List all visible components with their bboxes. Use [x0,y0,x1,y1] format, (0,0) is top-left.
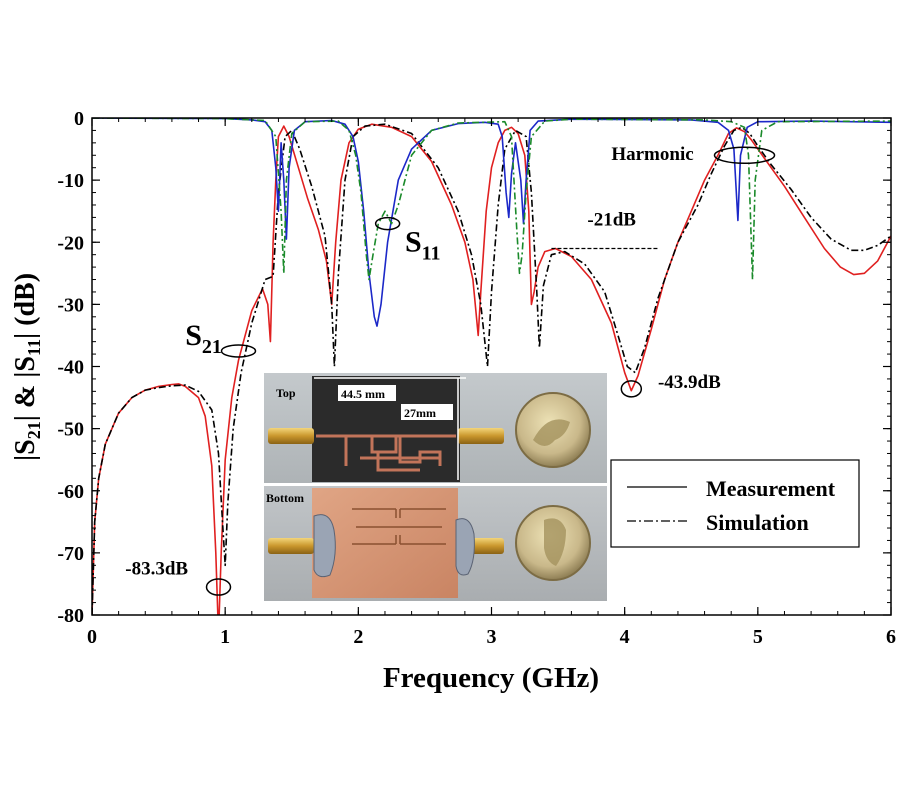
width-dimension-label: 27mm [404,406,436,420]
series-line-3 [92,118,891,281]
y-tick-label: 0 [74,108,84,130]
y-label-sub11: 11 [24,339,44,356]
series-line-2 [92,118,891,327]
annotation-s11-label: S11 [405,226,441,265]
ellipse-min-left [205,578,232,596]
ellipse-harmonic [713,146,776,165]
bottom-left-connector [268,538,314,554]
annotation-s21-label: S21 [185,319,222,358]
annotation-harmonic: Harmonic [611,144,693,165]
x-tick-label: 4 [620,626,630,648]
y-tick-label: -60 [57,481,84,503]
y-tick-label: -10 [57,170,84,192]
ellipse-min-mid [620,380,643,398]
annotation-reject: -21dB [587,209,636,230]
y-tick-label: -30 [57,294,84,316]
top-right-connector [458,428,504,444]
length-dimension-label: 44.5 mm [341,387,385,401]
y-axis-label: |S21| & |S11| (dB) [10,273,44,461]
legend-label-simulation: Simulation [706,510,809,535]
y-tick-label: -20 [57,232,84,254]
legend: Measurement Simulation [610,459,860,548]
y-label-part: | & |S [10,356,41,421]
right-solder [455,518,475,576]
y-tick-label: -80 [57,605,84,627]
ellipse-s11 [374,216,401,231]
y-tick-label: -50 [57,419,84,441]
y-tick-label: -40 [57,357,84,379]
legend-box [610,459,860,548]
x-tick-label: 1 [220,626,230,648]
inset-photo: Top 44.5 mm 27mm Bottom [264,373,607,601]
x-axis-label: Frequency (GHz) [383,662,599,694]
left-solder [313,514,336,578]
series-line-0 [92,123,891,615]
y-label-sub21: 21 [24,421,44,439]
y-label-part: | (dB) [10,273,41,339]
bottom-slot-pattern [352,508,446,545]
bottom-substrate [312,488,458,598]
photo-top-label: Top [276,386,296,400]
legend-label-measurement: Measurement [706,476,836,501]
annotation-min-mid: -43.9dB [658,372,721,393]
x-tick-label: 2 [353,626,363,648]
ellipse-s21 [220,344,257,358]
top-circuit-trace [316,434,456,472]
x-tick-label: 0 [87,626,97,648]
photo-bottom-label: Bottom [266,491,304,505]
y-label-part: |S [10,439,41,461]
top-left-connector [268,428,314,444]
x-tick-label: 3 [487,626,497,648]
y-tick-label: -70 [57,543,84,565]
x-tick-label: 6 [886,626,896,648]
annotation-min-left: -83.3dB [125,559,188,580]
x-tick-label: 5 [753,626,763,648]
